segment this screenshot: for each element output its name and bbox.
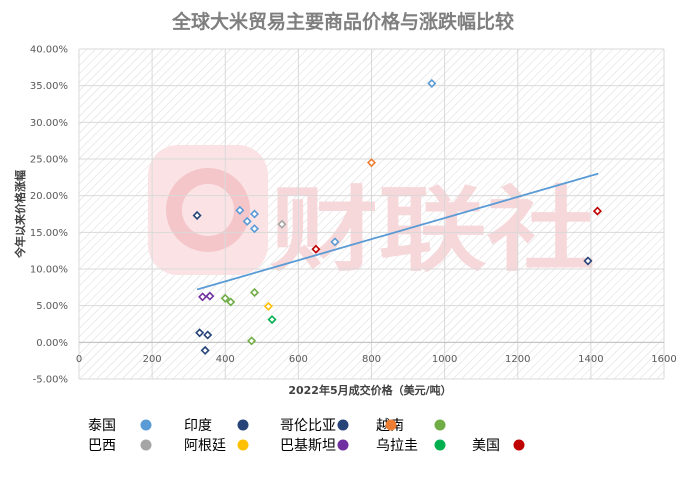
data-point	[242, 216, 252, 226]
data-point	[249, 209, 260, 219]
legend-label: 乌拉圭	[376, 438, 418, 454]
legend-marker	[434, 419, 446, 431]
legend-label: 阿根廷	[184, 438, 226, 454]
data-point	[226, 297, 236, 307]
x-tick-label: 0	[76, 354, 82, 365]
data-point	[263, 301, 273, 311]
chart-title: 全球大米贸易主要商品价格与涨跌幅比较	[171, 10, 514, 33]
watermark-logo-icon	[148, 145, 268, 275]
x-tick-label: 600	[289, 354, 308, 365]
y-tick-label: 20.00%	[30, 191, 68, 202]
data-point	[277, 219, 287, 229]
legend-marker	[513, 439, 525, 451]
watermark-text: 财联社	[270, 177, 595, 284]
data-point	[247, 336, 257, 346]
legend-marker	[385, 419, 397, 431]
data-point	[427, 78, 437, 88]
legend-marker	[237, 439, 249, 451]
y-tick-label: 0.00%	[36, 338, 68, 349]
legend-label: 泰国	[88, 418, 116, 434]
legend-label: 哥伦比亚	[280, 418, 336, 434]
y-tick-label: 5.00%	[36, 301, 68, 312]
y-tick-label: 40.00%	[30, 45, 68, 56]
legend-marker	[140, 439, 152, 451]
trendline	[196, 172, 599, 291]
x-tick-label: 1600	[651, 354, 676, 365]
data-point	[592, 206, 602, 216]
y-axis-label: 今年以来价格涨幅	[13, 170, 27, 259]
x-tick-label: 1200	[505, 354, 530, 365]
data-point	[200, 345, 210, 355]
y-tick-label: 25.00%	[30, 155, 68, 166]
y-tick-label: 35.00%	[30, 81, 68, 92]
data-point	[198, 292, 208, 302]
legend-label: 巴西	[88, 438, 116, 454]
legend: 泰国印度哥伦比亚越南巴西阿根廷巴基斯坦乌拉圭美国	[88, 418, 525, 454]
legend-marker	[337, 419, 349, 431]
data-point	[205, 291, 215, 301]
data-point	[366, 158, 377, 168]
y-tick-label: -5.00%	[33, 375, 68, 386]
data-point	[311, 244, 321, 254]
legend-label: 巴基斯坦	[280, 437, 336, 454]
legend-marker	[237, 419, 249, 431]
x-tick-label: 1400	[578, 354, 603, 365]
x-axis-label: 2022年5月成交价格（美元/吨）	[288, 383, 451, 397]
data-point	[249, 224, 260, 234]
y-tick-label: 10.00%	[30, 265, 68, 276]
data-point	[583, 256, 593, 266]
data-point	[195, 328, 205, 338]
data-point	[235, 205, 245, 215]
data-point	[330, 237, 340, 247]
legend-marker	[434, 439, 446, 451]
data-point	[249, 287, 260, 297]
legend-label: 美国	[472, 438, 500, 454]
data-point	[220, 293, 230, 303]
y-tick-label: 30.00%	[30, 118, 68, 129]
x-tick-label: 200	[143, 354, 162, 365]
x-tick-label: 400	[216, 354, 235, 365]
legend-marker	[140, 419, 152, 431]
legend-marker	[337, 439, 349, 451]
x-tick-label: 800	[362, 354, 381, 365]
legend-label: 印度	[184, 418, 212, 434]
y-tick-label: 15.00%	[30, 228, 68, 239]
x-tick-label: 1000	[432, 354, 457, 365]
data-point	[192, 210, 202, 220]
data-point	[203, 330, 213, 340]
data-point	[267, 315, 277, 325]
